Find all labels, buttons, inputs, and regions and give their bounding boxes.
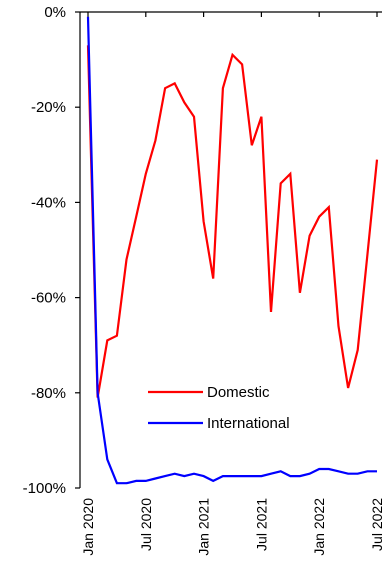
legend-label-international: International [207, 415, 290, 432]
x-tick-label: Jul 2022 [369, 498, 382, 551]
x-tick-label: Jul 2021 [253, 498, 269, 551]
y-tick-label: -60% [31, 290, 66, 307]
series-line-domestic [86, 45, 379, 398]
y-tick-label: 0% [44, 4, 66, 21]
y-tick-label: -100% [23, 480, 66, 497]
x-tick-label: Jul 2020 [138, 498, 154, 551]
axes: 0% -20% -40% -60% -80% -100% Jan 2020 Jul 2020 J… [23, 4, 382, 556]
legend: Domestic International [148, 384, 290, 432]
x-tick-label: Jan 2022 [311, 498, 327, 556]
legend-label-domestic: Domestic [207, 384, 270, 401]
y-tick-label: -80% [31, 385, 66, 402]
x-tick-label: Jan 2021 [196, 498, 212, 556]
series-lines [86, 16, 379, 485]
series-line-international [86, 16, 377, 485]
y-tick-label: -20% [31, 99, 66, 116]
x-tick-label: Jan 2020 [80, 498, 96, 556]
y-tick-label: -40% [31, 194, 66, 211]
